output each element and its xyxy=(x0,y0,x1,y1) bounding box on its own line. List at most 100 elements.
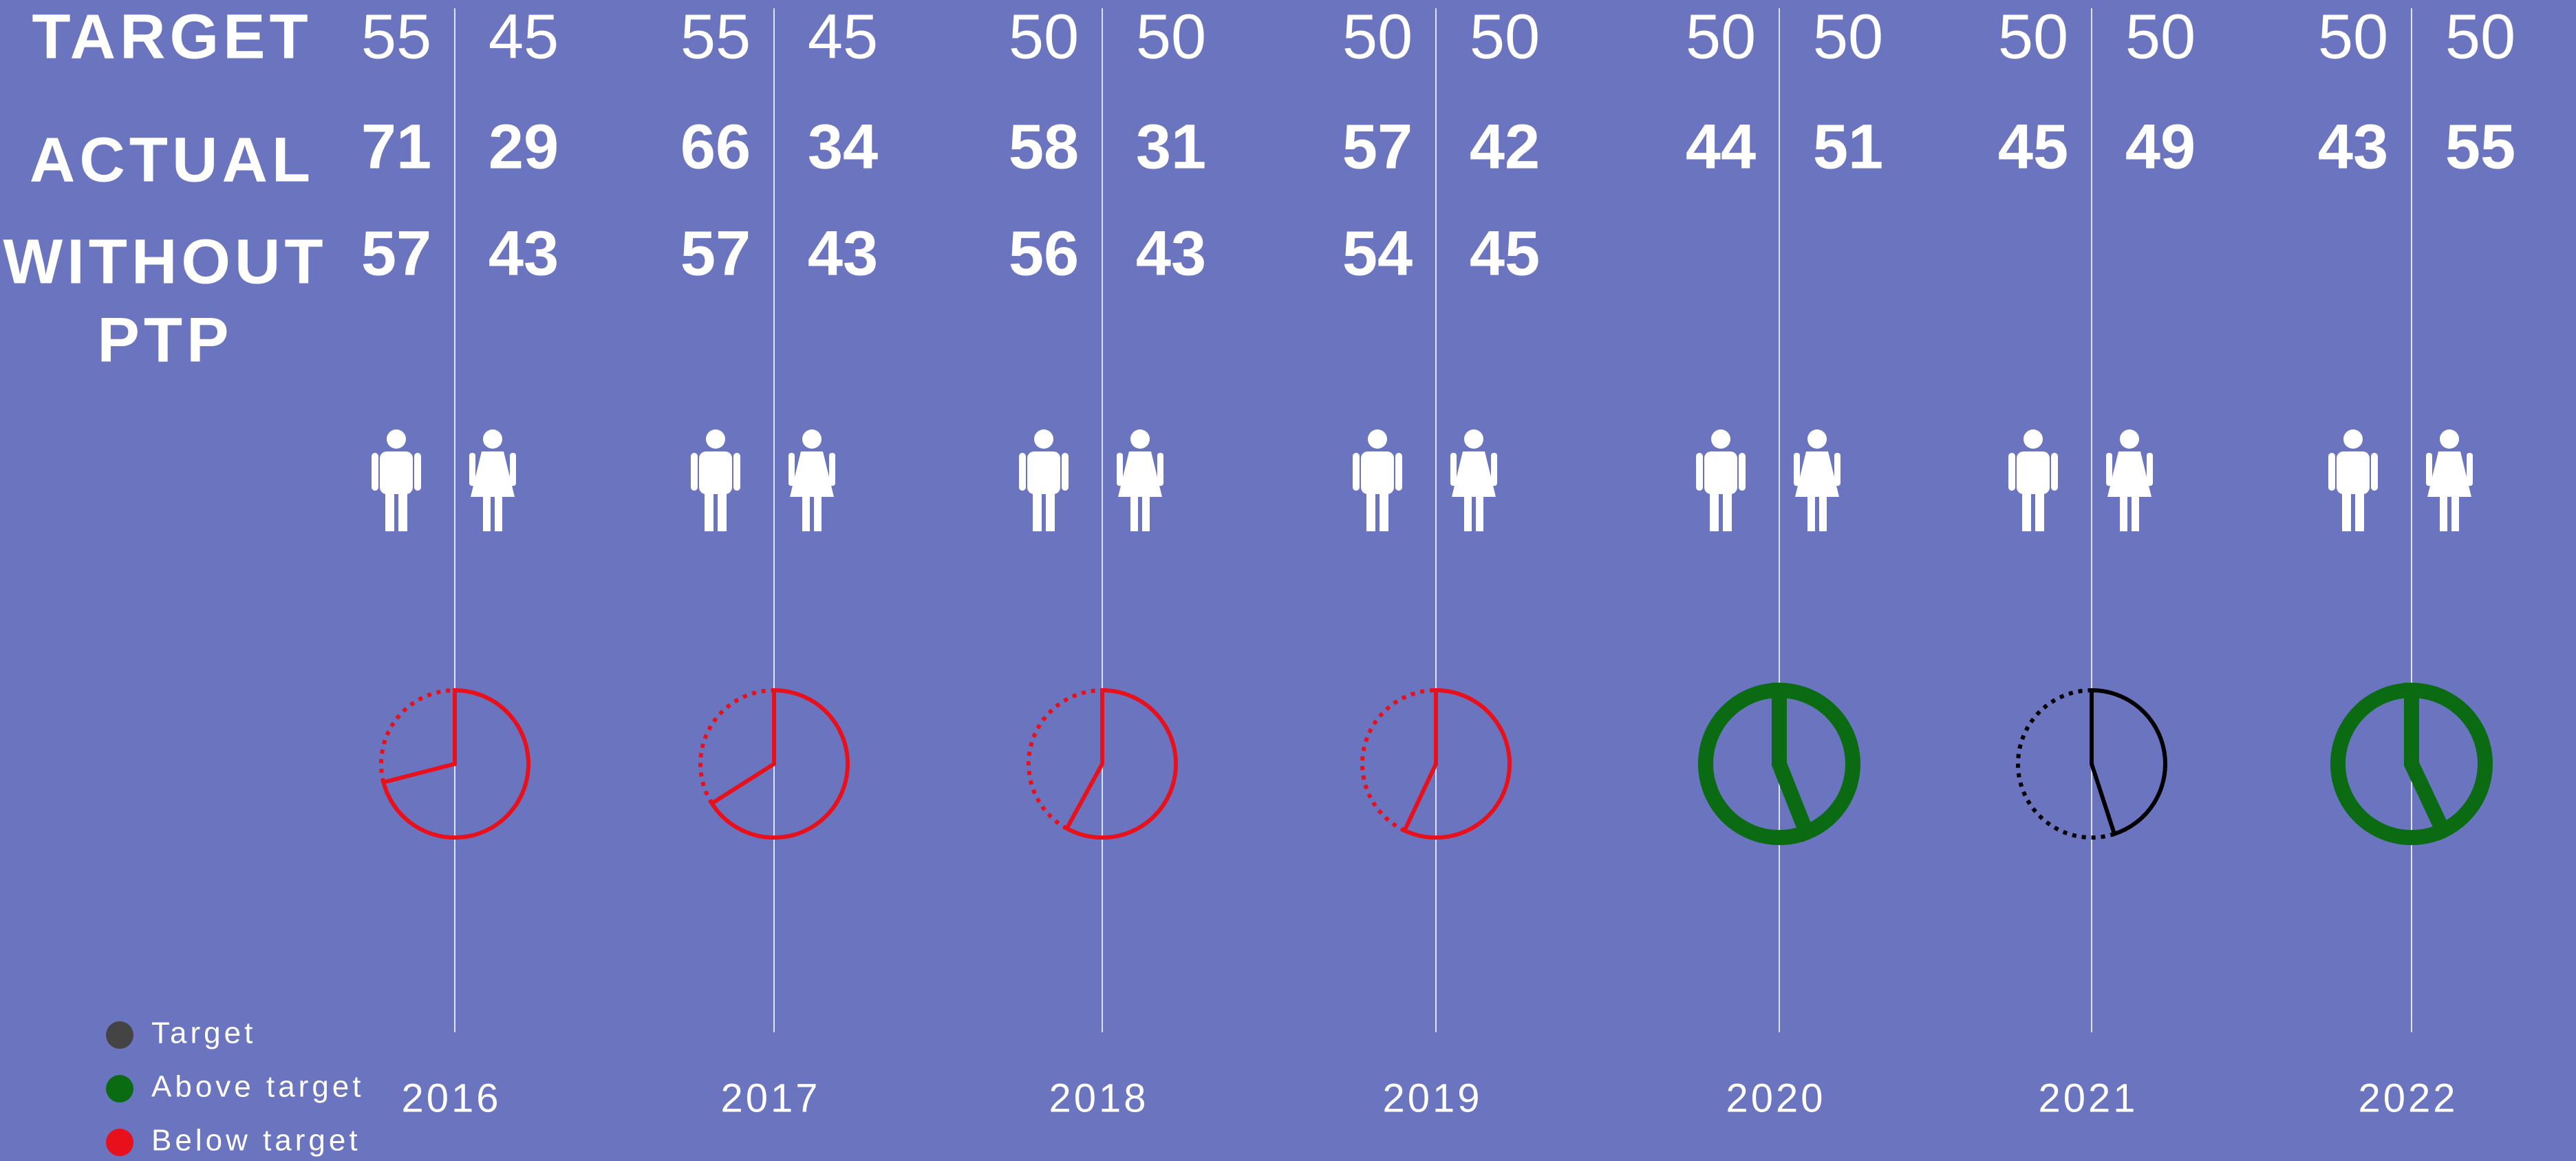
icon-arm xyxy=(1157,453,1163,486)
year-label: 2021 xyxy=(2038,1076,2138,1120)
year-label: 2016 xyxy=(401,1076,501,1120)
icon-head xyxy=(2440,429,2459,449)
icon-leg xyxy=(2022,489,2031,531)
target-male: 50 xyxy=(1009,1,1079,72)
share-rest xyxy=(698,688,775,805)
icon-arm xyxy=(2467,453,2473,486)
icon-body xyxy=(1027,451,1060,494)
icon-body xyxy=(1704,451,1737,494)
share-arc xyxy=(380,688,530,840)
row-label: WITHOUT xyxy=(3,226,327,297)
target-male: 50 xyxy=(1342,1,1413,72)
actual-female: 51 xyxy=(1813,111,1883,182)
icon-leg xyxy=(1142,494,1150,531)
share-arc xyxy=(1402,688,1512,840)
icon-dress xyxy=(1452,451,1496,497)
icon-leg xyxy=(398,489,407,531)
male-icon xyxy=(1696,429,1746,531)
icon-leg xyxy=(2132,494,2139,531)
icon-head xyxy=(2120,429,2139,449)
female-icon xyxy=(2106,429,2153,531)
without-male: 57 xyxy=(680,218,751,288)
legend-dot xyxy=(106,1129,133,1156)
icon-arm xyxy=(1395,453,1402,491)
icon-head xyxy=(802,429,822,449)
icon-leg xyxy=(495,494,502,531)
share-arc xyxy=(2090,688,2167,837)
actual-male: 66 xyxy=(680,111,751,182)
icon-head xyxy=(1464,429,1483,449)
actual-male: 71 xyxy=(361,111,431,182)
icon-arm xyxy=(372,453,378,491)
icon-leg xyxy=(1033,489,1042,531)
icon-arm xyxy=(414,453,421,491)
male-icon xyxy=(1353,429,1402,531)
icon-arm xyxy=(1794,453,1800,486)
female-icon xyxy=(1117,429,1163,531)
share-rest xyxy=(2330,683,2447,845)
icon-head xyxy=(387,429,406,449)
icon-arm xyxy=(1117,453,1123,486)
icon-leg xyxy=(483,494,491,531)
icon-leg xyxy=(1723,489,1732,531)
year-label: 2019 xyxy=(1382,1076,1482,1120)
icon-arm xyxy=(788,453,795,486)
actual-female: 29 xyxy=(489,111,559,182)
icon-arm xyxy=(469,453,475,486)
actual-male: 43 xyxy=(2318,111,2388,182)
share-rest xyxy=(1027,688,1103,831)
icon-leg xyxy=(2440,494,2447,531)
actual-male: 57 xyxy=(1342,111,1413,182)
without-female: 43 xyxy=(1136,218,1206,288)
icon-head xyxy=(1368,429,1387,449)
icon-leg xyxy=(1046,489,1055,531)
icon-arm xyxy=(1834,453,1840,486)
icon-leg xyxy=(1476,494,1483,531)
icon-arm xyxy=(1739,453,1746,491)
icon-leg xyxy=(1464,494,1472,531)
icon-body xyxy=(699,451,732,494)
icon-leg xyxy=(2035,489,2044,531)
target-female: 45 xyxy=(489,1,559,72)
row-label: ACTUAL xyxy=(30,125,314,195)
legend-dot xyxy=(106,1021,133,1049)
icon-arm xyxy=(1062,453,1069,491)
icon-arm xyxy=(1019,453,1026,491)
legend-label: Target xyxy=(151,1016,256,1050)
icon-head xyxy=(706,429,725,449)
icon-body xyxy=(2017,451,2050,494)
icon-leg xyxy=(802,494,810,531)
icon-leg xyxy=(814,494,822,531)
icon-leg xyxy=(1366,489,1375,531)
share-rest xyxy=(1360,688,1437,833)
icon-leg xyxy=(1130,494,1138,531)
target-female: 50 xyxy=(1136,1,1206,72)
icon-leg xyxy=(2342,489,2351,531)
icon-head xyxy=(1034,429,1053,449)
actual-male: 44 xyxy=(1686,111,1756,182)
icon-dress xyxy=(1795,451,1839,497)
male-icon xyxy=(372,429,421,531)
target-female: 50 xyxy=(1813,1,1883,72)
icon-body xyxy=(1361,451,1394,494)
target-female: 50 xyxy=(1470,1,1540,72)
without-male: 56 xyxy=(1009,218,1079,288)
female-icon xyxy=(1794,429,1840,531)
icon-head xyxy=(1130,429,1150,449)
actual-female: 55 xyxy=(2445,111,2515,182)
year-label: 2017 xyxy=(720,1076,820,1120)
icon-dress xyxy=(471,451,515,497)
icon-body xyxy=(380,451,413,494)
icon-leg xyxy=(1819,494,1827,531)
female-icon xyxy=(1450,429,1497,531)
share-rest xyxy=(1698,683,1810,845)
actual-male: 45 xyxy=(1998,111,2068,182)
icon-arm xyxy=(829,453,835,486)
male-icon xyxy=(2328,429,2378,531)
icon-arm xyxy=(2371,453,2378,491)
legend-label: Above target xyxy=(151,1070,365,1104)
actual-female: 34 xyxy=(808,111,878,182)
icon-arm xyxy=(2051,453,2058,491)
icon-arm xyxy=(691,453,698,491)
